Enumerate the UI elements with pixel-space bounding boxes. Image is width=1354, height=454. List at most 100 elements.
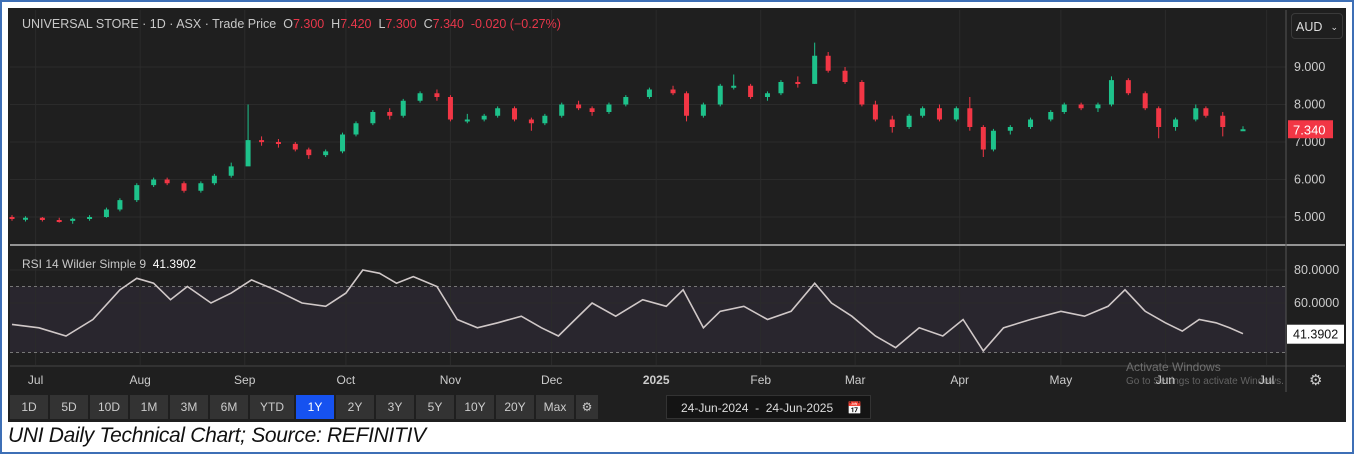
candle-body — [434, 93, 440, 97]
candle — [151, 177, 157, 187]
low-value: 7.300 — [385, 17, 417, 31]
candle-body — [275, 142, 281, 144]
candle — [606, 102, 612, 114]
change-value: -0.020 (−0.27%) — [470, 17, 561, 31]
candle — [990, 128, 996, 152]
rsi-line — [11, 269, 1244, 353]
candle — [1125, 78, 1131, 96]
range-button-3m[interactable]: 3M — [170, 395, 208, 419]
low-label: L — [378, 17, 386, 31]
range-button-5d[interactable]: 5D — [50, 395, 88, 419]
candle — [576, 100, 582, 111]
symbol-label: UNIVERSAL STORE · 1D · ASX · Trade Price — [22, 17, 277, 31]
candle-body — [447, 97, 453, 120]
candle — [1193, 104, 1199, 122]
candle — [1028, 117, 1034, 129]
candle-body — [623, 97, 629, 105]
candle-body — [542, 115, 548, 124]
candle — [164, 177, 170, 186]
candle-body — [1193, 108, 1199, 120]
candle — [1048, 110, 1054, 122]
candle — [700, 102, 706, 118]
candle-body — [528, 119, 534, 124]
candle — [764, 91, 770, 101]
candle — [292, 142, 298, 152]
candle-body — [1220, 115, 1226, 127]
candle — [464, 113, 470, 124]
date-range-picker[interactable]: 24-Jun-2024 - 24-Jun-2025 📅 — [666, 395, 871, 419]
candle — [211, 173, 217, 186]
candle-body — [134, 185, 140, 201]
candle — [980, 125, 986, 157]
candle-body — [151, 179, 157, 186]
candle — [228, 162, 234, 178]
candle-body — [646, 89, 652, 97]
candle-body — [164, 179, 170, 184]
candle — [353, 121, 359, 137]
candle-body — [340, 134, 346, 152]
candle-body — [228, 166, 234, 176]
range-button-10d[interactable]: 10D — [90, 395, 128, 419]
candle — [1203, 106, 1209, 118]
open-value: 7.300 — [292, 17, 325, 31]
range-button-10y[interactable]: 10Y — [456, 395, 494, 419]
range-settings-icon[interactable]: ⚙ — [576, 395, 598, 419]
candle — [495, 106, 501, 118]
date-separator: - — [755, 401, 760, 415]
candle — [1061, 102, 1067, 114]
candle-body — [1240, 129, 1246, 132]
candle — [306, 147, 312, 159]
candle-body — [717, 85, 723, 105]
candle — [370, 110, 376, 126]
candle-body — [387, 112, 393, 116]
chart-header: UNIVERSAL STORE · 1D · ASX · Trade Price… — [22, 17, 561, 31]
candle — [825, 52, 831, 73]
y-tick-label: 9.000 — [1294, 60, 1325, 74]
candle-body — [1142, 93, 1148, 109]
candle — [1078, 102, 1084, 111]
high-label: H — [331, 17, 341, 31]
range-toolbar: 1D 5D 10D 1M 3M 6M YTD 1Y 2Y 3Y 5Y 10Y 20Y Max ⚙ — [10, 395, 598, 419]
candle-body — [872, 104, 878, 120]
candle-body — [936, 108, 942, 120]
candle — [1173, 117, 1179, 131]
last-price-label: 7.340 — [1293, 122, 1326, 137]
range-button-20y[interactable]: 20Y — [496, 395, 534, 419]
range-button-1m[interactable]: 1M — [130, 395, 168, 419]
candle-body — [1061, 104, 1067, 112]
range-button-max[interactable]: Max — [536, 395, 574, 419]
range-button-3y[interactable]: 3Y — [376, 395, 414, 419]
calendar-icon[interactable]: 📅 — [847, 401, 862, 415]
candle-body — [417, 93, 423, 101]
candle-body — [1173, 119, 1179, 127]
range-button-1y[interactable]: 1Y — [296, 395, 334, 419]
candle — [589, 106, 595, 116]
x-tick-label: Dec — [541, 373, 562, 387]
candle — [953, 106, 959, 122]
range-button-1d[interactable]: 1D — [10, 395, 48, 419]
candle — [967, 97, 973, 131]
candle-body — [795, 82, 801, 84]
candle-body — [1078, 104, 1084, 109]
candle-body — [181, 183, 187, 191]
range-button-5y[interactable]: 5Y — [416, 395, 454, 419]
range-button-6m[interactable]: 6M — [210, 395, 248, 419]
candle — [778, 80, 784, 96]
currency-dropdown[interactable]: AUD ⌄ — [1291, 13, 1343, 39]
x-tick-label: Jul — [28, 373, 43, 387]
chart-settings-icon[interactable]: ⚙ — [1309, 372, 1323, 389]
candle-body — [889, 119, 895, 127]
candle-body — [764, 93, 770, 97]
range-button-2y[interactable]: 2Y — [336, 395, 374, 419]
candle — [670, 85, 676, 96]
candle — [275, 139, 281, 148]
candle — [1007, 125, 1013, 135]
candle — [434, 89, 440, 101]
candle-body — [9, 217, 15, 219]
candle — [481, 113, 487, 122]
candle-body — [1007, 127, 1013, 131]
candle — [1095, 102, 1101, 112]
range-button-ytd[interactable]: YTD — [250, 395, 294, 419]
candle — [417, 91, 423, 103]
